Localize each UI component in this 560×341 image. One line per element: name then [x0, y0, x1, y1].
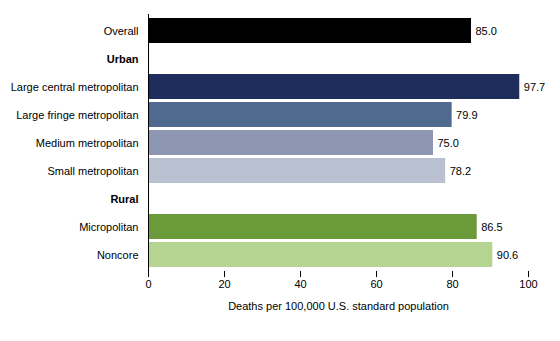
- svg-text:85.0: 85.0: [476, 25, 497, 37]
- svg-text:97.7: 97.7: [524, 81, 545, 93]
- svg-text:86.5: 86.5: [481, 221, 502, 233]
- svg-text:Noncore: Noncore: [97, 249, 139, 261]
- svg-text:79.9: 79.9: [456, 109, 477, 121]
- svg-text:20: 20: [218, 278, 230, 290]
- svg-text:75.0: 75.0: [438, 137, 459, 149]
- svg-text:78.2: 78.2: [450, 165, 471, 177]
- svg-text:Rural: Rural: [110, 193, 138, 205]
- svg-text:0: 0: [145, 278, 151, 290]
- svg-text:100: 100: [519, 278, 537, 290]
- svg-text:Small metropolitan: Small metropolitan: [47, 165, 138, 177]
- svg-text:Large central metropolitan: Large central metropolitan: [11, 81, 139, 93]
- svg-text:Large fringe metropolitan: Large fringe metropolitan: [16, 109, 138, 121]
- svg-text:Micropolitan: Micropolitan: [79, 221, 138, 233]
- svg-text:Deaths per 100,000 U.S. standa: Deaths per 100,000 U.S. standard populat…: [228, 300, 449, 312]
- svg-text:40: 40: [294, 278, 306, 290]
- svg-text:Overall: Overall: [104, 25, 139, 37]
- svg-text:Urban: Urban: [107, 53, 139, 65]
- svg-text:80: 80: [446, 278, 458, 290]
- svg-text:60: 60: [370, 278, 382, 290]
- svg-text:90.6: 90.6: [497, 249, 518, 261]
- svg-text:Medium metropolitan: Medium metropolitan: [36, 137, 139, 149]
